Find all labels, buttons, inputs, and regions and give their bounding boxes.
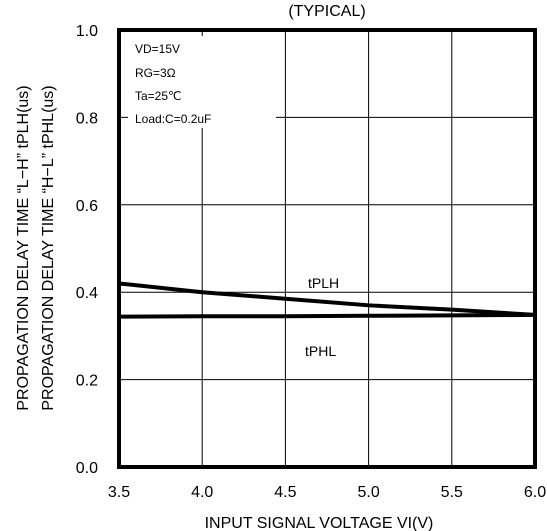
x-tick-label-5: 6.0 (524, 484, 546, 501)
condition-load: Load:C=0.2uF (135, 112, 211, 126)
condition-ta: Ta=25℃ (135, 89, 182, 103)
x-tick-label-4: 5.5 (441, 484, 463, 501)
series-label-tphl: tPHL (305, 343, 336, 359)
y-tick-label-3: 0.6 (76, 198, 98, 215)
conditions-box (128, 36, 276, 128)
y-axis-label-tphl: PROPAGATION DELAY TIME “H−L” tPHL(us) (40, 85, 57, 410)
series-label-tplh: tPLH (308, 275, 339, 291)
plot-frame (117, 28, 537, 469)
y-tick-label-1: 0.2 (76, 373, 98, 390)
y-tick-label-5: 1.0 (76, 23, 98, 40)
y-tick-label-4: 0.8 (76, 110, 98, 127)
chart-title: (TYPICAL) (288, 3, 365, 20)
condition-vd: VD=15V (135, 42, 180, 56)
x-tick-label-2: 4.5 (274, 484, 296, 501)
y-tick-label-0: 0.0 (76, 460, 98, 477)
y-axis-label-tplh: PROPAGATION DELAY TIME “L−H” tPLH(us) (15, 85, 32, 410)
x-tick-label-1: 4.0 (191, 484, 213, 501)
series-line-tplh (118, 281, 536, 317)
series-lines (118, 281, 536, 319)
condition-rg: RG=3Ω (135, 66, 176, 80)
x-tick-label-0: 3.5 (108, 484, 130, 501)
x-tick-label-3: 5.0 (357, 484, 379, 501)
tick-labels: 3.5 4.0 4.5 5.0 5.5 6.0 0.0 0.2 0.4 0.6 0.8 1.0 (76, 23, 546, 501)
x-axis-label: INPUT SIGNAL VOLTAGE VI(V) (205, 515, 434, 531)
y-tick-label-2: 0.4 (76, 285, 98, 302)
series-line-tphl (118, 312, 536, 319)
conditions: VD=15V RG=3Ω Ta=25℃ Load:C=0.2uF (135, 42, 211, 126)
